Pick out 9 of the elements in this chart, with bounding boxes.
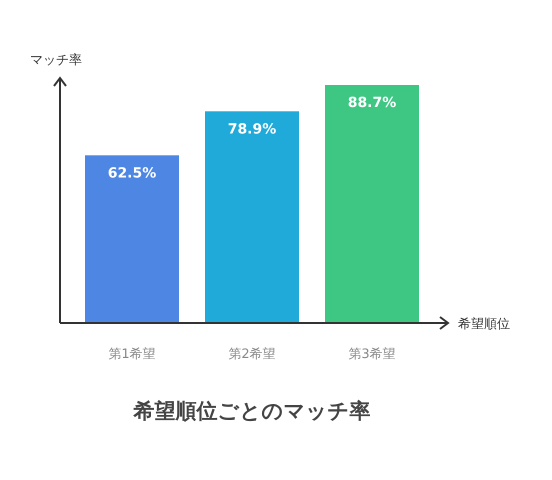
data-label: 62.5%	[108, 165, 156, 182]
x-tick-label: 第2希望	[228, 347, 276, 362]
x-tick-label: 第1希望	[108, 347, 156, 362]
data-label: 88.7%	[348, 95, 396, 111]
x-axis-title: 希望順位	[458, 317, 510, 332]
text: 希望順位ごとのマッチ率	[132, 399, 370, 423]
x-tick-label: 第3希望	[348, 347, 396, 362]
y-axis-title: マッチ率	[30, 52, 82, 68]
data-label: 78.9%	[228, 121, 276, 138]
